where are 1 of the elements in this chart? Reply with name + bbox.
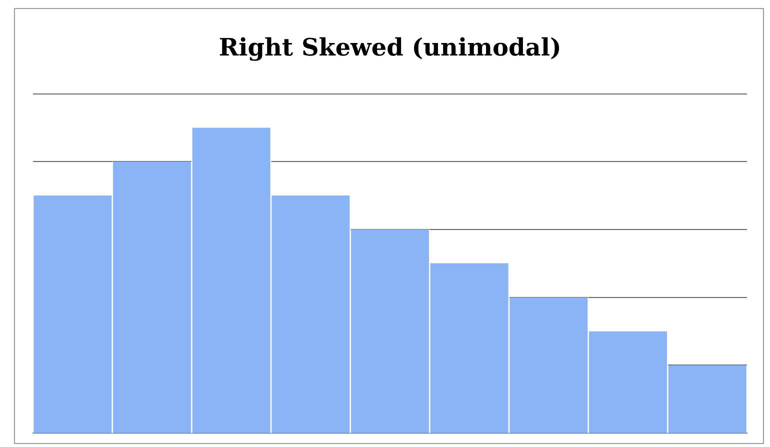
chart-title: Right Skewed (unimodal) bbox=[218, 32, 562, 62]
